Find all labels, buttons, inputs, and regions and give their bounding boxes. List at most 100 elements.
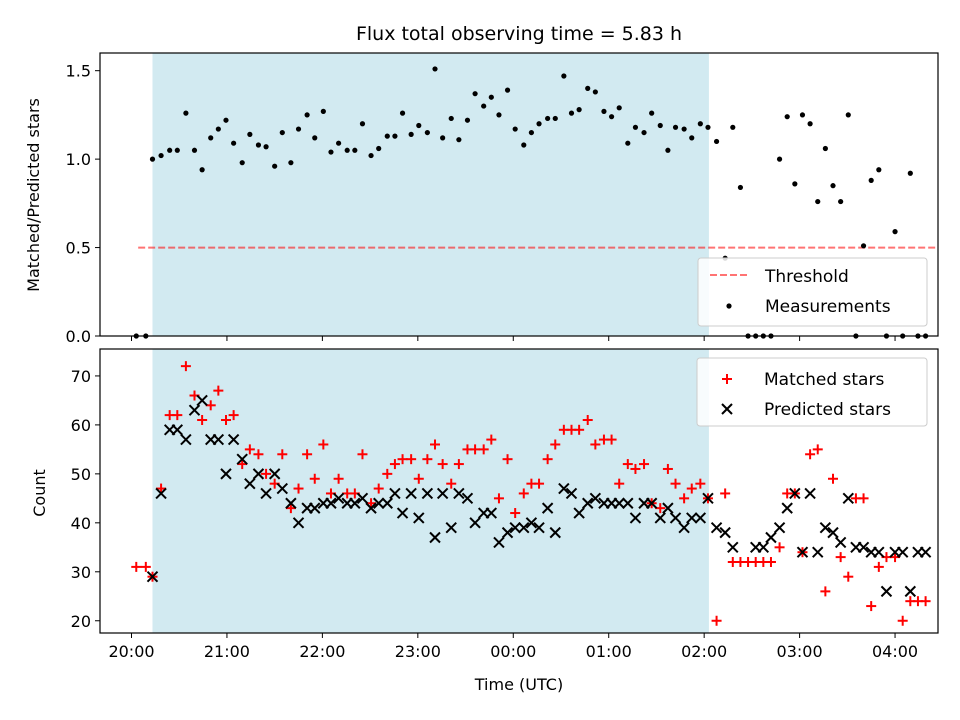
bottom-x-point-1-35-b	[429, 531, 441, 544]
bottom-x-point-1-84-b	[834, 536, 847, 549]
bottom-plus-point-0-87	[828, 473, 839, 484]
legend-predicted-swatch	[721, 403, 733, 415]
bottom-x-point-1-8	[212, 433, 225, 446]
bottom-x-point-1-45-b	[509, 522, 521, 534]
bottom-x-point-1-28-b	[372, 497, 385, 509]
bottom-x-point-1-83	[827, 526, 839, 539]
bottom-x-point-1-28	[372, 497, 385, 509]
bottom-x-point-1-5	[188, 404, 201, 416]
bottom-x-point-1-51-b	[558, 482, 570, 495]
bottom-plus-point-0-47	[510, 508, 521, 519]
bottom-plus-point-0-57	[590, 439, 601, 450]
bottom-legend: Matched stars Predicted stars	[696, 357, 928, 427]
top-dot-point-0-95	[892, 229, 898, 235]
bottom-x-point-1-0	[146, 570, 159, 583]
bottom-plus-point-0-37	[430, 439, 441, 450]
legend-matched-label: Matched stars	[764, 370, 884, 390]
bottom-plus-point-0-9	[205, 400, 216, 411]
bottom-x-point-1-16-b	[276, 482, 289, 495]
bottom-plus-point-0-99	[920, 596, 931, 607]
bottom-x-point-1-47	[525, 517, 538, 529]
bottom-x-point-1-75	[765, 531, 777, 544]
top-dot-point-0-93	[876, 167, 882, 173]
bottom-x-point-1-64	[662, 502, 674, 514]
top-dot-point-0-56	[585, 85, 591, 91]
bottom-x-point-1-3	[171, 424, 184, 436]
top-dot-point-0-53	[561, 73, 567, 79]
bottom-x-point-1-0-b	[146, 570, 159, 583]
bottom-plus-point-0-12	[228, 410, 239, 421]
bottom-frame	[99, 348, 939, 634]
bottom-x-point-1-20-b	[309, 502, 321, 514]
top-dot-point-0-85	[815, 198, 821, 205]
top-dot-point-0-55	[576, 107, 582, 113]
top-panel: 0.0 0.5 1.0 1.5 Threshold Measurements	[66, 52, 939, 346]
bottom-x-point-1-62	[645, 497, 658, 509]
bottom-x-point-1-14-b	[260, 487, 272, 500]
bottom-plus-point-0-59	[606, 434, 617, 445]
bottom-x-point-1-68	[694, 512, 707, 524]
bottom-plus-point-0-14	[244, 444, 255, 455]
bottom-legend-box	[696, 357, 928, 427]
bottom-plus-point-0-30	[373, 483, 384, 494]
bottom-x-point-1-11	[236, 453, 248, 465]
bottom-x-point-1-27	[365, 502, 377, 514]
bottom-x-point-1-32	[405, 487, 417, 500]
bottom-x-point-1-66-b	[678, 522, 690, 534]
bottom-plus-point-0-25	[333, 473, 344, 484]
bottom-x-point-1-90	[880, 585, 893, 598]
bottom-plus-point-0-72	[711, 615, 722, 626]
bottom-x-point-1-39	[461, 492, 474, 505]
top-y-tick-label-2: 1.0	[66, 150, 91, 169]
bottom-x-point-1-34-b	[421, 487, 434, 500]
top-legend: Threshold Measurements	[697, 257, 928, 327]
bottom-x-point-1-69	[702, 492, 714, 505]
bottom-x-point-1-83-b	[827, 526, 839, 539]
bottom-y-tick-label-3: 50	[71, 465, 91, 484]
bottom-x-point-1-52	[565, 487, 578, 500]
x-tick-label-6: 02:00	[681, 642, 727, 661]
top-dot-point-0-89	[845, 112, 851, 118]
bottom-plus-point-0-34	[406, 454, 417, 465]
bottom-plus-point-0-96	[897, 615, 908, 626]
bottom-plus-point-0-80	[774, 542, 785, 553]
x-axis-label: Time (UTC)	[474, 675, 563, 694]
bottom-plus-point-0-68	[679, 493, 690, 504]
bottom-plus-point-0-13	[237, 459, 248, 470]
bottom-x-point-1-59	[622, 497, 634, 509]
top-dot-point-0-9	[208, 135, 214, 141]
bottom-plus-point-0-88	[835, 552, 846, 563]
bottom-x-point-1-59-b	[622, 497, 634, 509]
bottom-x-point-1-15-b	[268, 468, 281, 480]
bottom-plus-point-0-48	[518, 488, 529, 499]
bottom-plus-point-0-40	[453, 459, 464, 470]
top-dot-point-0-10	[215, 126, 221, 132]
bottom-x-point-1-12	[244, 477, 256, 490]
bottom-plus-point-0-73	[720, 488, 731, 499]
top-dot-point-0-43	[481, 103, 487, 109]
bottom-x-point-1-40	[469, 517, 481, 529]
bottom-plus-point-0-89	[843, 571, 854, 582]
top-y-axis-label: Matched/Predicted stars	[24, 98, 43, 292]
top-dot-point-0-22	[312, 135, 318, 141]
bottom-x-point-1-5-b	[188, 404, 201, 416]
top-dot-point-0-47	[512, 126, 518, 132]
bottom-plus-point-0-92	[866, 601, 877, 612]
top-dot-point-0-39	[448, 115, 454, 122]
bottom-plus-point-0-3	[156, 483, 167, 494]
x-tick-label-5: 01:00	[586, 642, 632, 661]
bottom-x-point-1-64-b	[662, 502, 674, 514]
bottom-plus-point-0-20	[293, 483, 304, 494]
top-dot-point-0-80	[776, 156, 783, 162]
bottom-y-tick-label-0: 20	[71, 612, 91, 631]
top-dot-point-0-17	[272, 163, 278, 169]
top-dot-point-0-69	[689, 135, 695, 141]
bottom-x-point-1-47-b	[525, 517, 538, 529]
bottom-plus-point-0-60	[614, 478, 625, 489]
top-dot-point-0-11	[223, 117, 229, 123]
top-dot-point-0-48	[521, 142, 527, 148]
bottom-x-point-1-38-b	[453, 487, 465, 500]
top-dot-point-0-5	[174, 147, 180, 153]
bottom-x-point-1-84	[834, 536, 847, 549]
bottom-x-point-1-6-b	[196, 394, 208, 407]
